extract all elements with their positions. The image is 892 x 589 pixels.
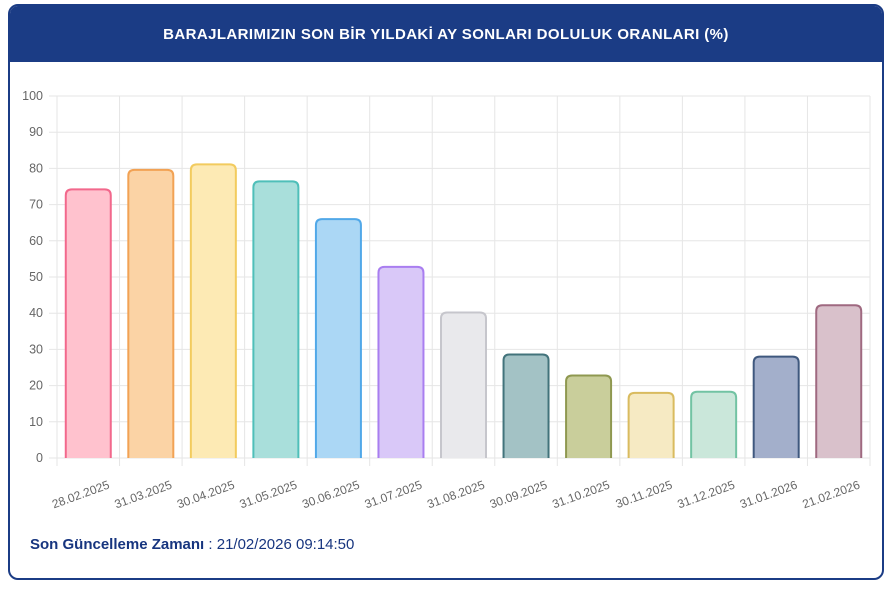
x-axis-label: 30.11.2025: [614, 478, 675, 512]
x-axis-label: 30.09.2025: [488, 478, 550, 512]
y-axis-tick-label: 10: [29, 415, 43, 429]
chart-title: BARAJLARIMIZIN SON BİR YILDAKİ AY SONLAR…: [163, 25, 729, 43]
chart-bar-31.12.2025[interactable]: [690, 390, 738, 458]
last-update-value: 21/02/2026 09:14:50: [216, 535, 355, 553]
last-update-separator: :: [204, 535, 217, 553]
chart-bar-31.08.2025[interactable]: [440, 311, 487, 458]
y-axis-tick-label: 20: [29, 379, 43, 393]
y-axis-tick-label: 70: [29, 198, 43, 212]
x-axis-label: 31.08.2025: [425, 478, 487, 512]
y-axis-tick-label: 60: [29, 234, 43, 248]
x-axis-label: 31.03.2025: [113, 478, 175, 512]
x-axis-label: 21.02.2026: [801, 478, 863, 512]
x-axis-label: 28.02.2025: [50, 478, 112, 512]
chart-bar-30.11.2025[interactable]: [627, 391, 675, 458]
chart-bar-21.02.2026[interactable]: [815, 304, 863, 458]
chart-bar-30.04.2025[interactable]: [189, 163, 237, 458]
chart-bar-28.02.2025[interactable]: [64, 188, 112, 458]
y-axis-tick-label: 80: [29, 161, 43, 175]
chart-bar-30.09.2025[interactable]: [502, 353, 550, 458]
chart-bar-30.06.2025[interactable]: [314, 218, 362, 458]
x-axis-label: 30.06.2025: [300, 478, 362, 512]
chart-bar-31.01.2026[interactable]: [752, 355, 800, 458]
y-axis-tick-label: 100: [22, 89, 43, 103]
x-axis-label: 31.05.2025: [238, 478, 300, 512]
last-update-label: Son Güncelleme Zamanı: [30, 535, 205, 553]
bar-chart: 0 10 20 30 40 50 60 70 80 90 100 28.02.2025 31.03.20…: [10, 66, 882, 518]
dam-occupancy-card: BARAJLARIMIZIN SON BİR YILDAKİ AY SONLAR…: [8, 4, 884, 580]
y-axis-tick-label: 50: [29, 270, 43, 284]
bar-chart-canvas: 0 10 20 30 40 50 60 70 80 90 100 28.02.2025 31.03.20…: [22, 89, 871, 512]
y-axis-tick-label: 30: [29, 342, 43, 356]
chart-bar-31.10.2025[interactable]: [565, 374, 613, 458]
x-axis-label: 31.12.2025: [675, 478, 737, 512]
x-axis-label: 30.04.2025: [175, 478, 237, 512]
x-axis-label: 31.07.2025: [363, 478, 425, 512]
chart-bar-31.07.2025[interactable]: [377, 265, 425, 458]
chart-header: BARAJLARIMIZIN SON BİR YILDAKİ AY SONLAR…: [10, 6, 882, 62]
chart-bar-31.03.2025[interactable]: [127, 168, 175, 458]
y-axis-tick-label: 90: [29, 125, 43, 139]
x-axis-label: 31.10.2025: [550, 478, 612, 512]
last-update: Son Güncelleme Zamanı : 21/02/2026 09:14…: [10, 518, 882, 578]
x-axis-label: 31.01.2026: [738, 478, 800, 512]
chart-bar-31.05.2025[interactable]: [252, 180, 300, 458]
y-axis-tick-label: 0: [36, 451, 43, 465]
y-axis-tick-label: 40: [29, 306, 43, 320]
